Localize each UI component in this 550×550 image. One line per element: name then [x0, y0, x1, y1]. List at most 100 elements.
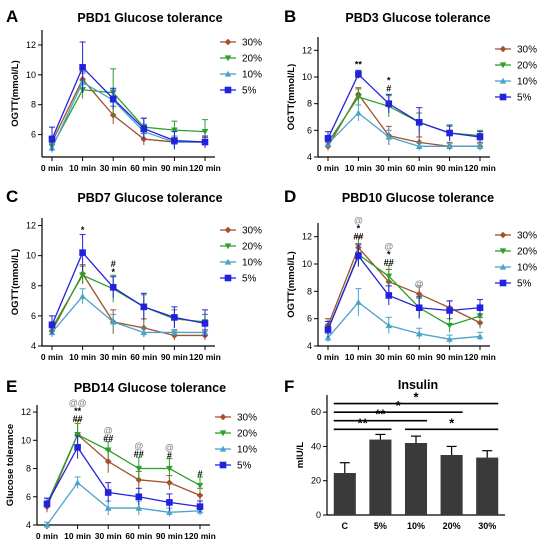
x-tick-label: 30 min: [100, 163, 127, 173]
y-axis-label: OGTT(mmol/L): [286, 251, 297, 318]
legend-marker: [224, 226, 232, 234]
x-tick-label: 10 min: [64, 531, 91, 541]
significance-mark: *: [387, 76, 391, 86]
legend-entry: 10%: [495, 263, 537, 274]
x-tick-label: 120 min: [189, 352, 221, 362]
legend-entry: 30%: [215, 413, 257, 424]
legend-entry: 10%: [220, 70, 262, 81]
data-point: [109, 283, 117, 291]
series-line: [327, 112, 480, 147]
data-point: [385, 133, 393, 140]
significance-mark: @: [415, 279, 424, 289]
significance-mark: *: [111, 267, 115, 277]
data-point: [196, 492, 204, 499]
legend-label: 20%: [517, 247, 537, 258]
y-tick-label: 10: [302, 72, 312, 82]
bar: [333, 473, 356, 515]
data-point: [79, 64, 86, 71]
y-axis-label: OGTT(mmol/L): [10, 249, 21, 316]
significance-label: **: [358, 415, 369, 430]
data-point: [385, 273, 393, 280]
x-tick-label: 30 min: [95, 531, 122, 541]
x-tick-label: 60 min: [406, 163, 433, 173]
data-point: [355, 94, 362, 101]
x-tick-label: 5%: [374, 521, 387, 531]
y-tick-label: 10: [26, 70, 36, 80]
x-tick-label: 0 min: [317, 352, 339, 362]
y-tick-label: 6: [307, 314, 312, 324]
legend-label: 5%: [237, 461, 252, 472]
legend-marker: [224, 274, 232, 282]
x-tick-label: 30 min: [100, 352, 127, 362]
data-point: [79, 249, 86, 256]
legend-label: 30%: [237, 413, 257, 424]
data-point: [385, 292, 393, 299]
x-tick-label: 120 min: [189, 163, 221, 173]
data-point: [166, 508, 173, 515]
series-line: [51, 89, 206, 147]
x-tick-label: C: [342, 521, 349, 531]
data-point: [196, 482, 204, 489]
x-tick-label: 10 min: [69, 352, 96, 362]
legend-entry: 5%: [215, 461, 252, 472]
x-tick-label: 10%: [407, 521, 425, 531]
legend-marker: [224, 55, 232, 62]
legend-label: 5%: [242, 86, 257, 97]
x-tick-label: 30 min: [375, 163, 402, 173]
data-point: [135, 493, 143, 501]
panel-title: PBD7 Glucose tolerance: [77, 191, 222, 205]
data-point: [476, 133, 484, 141]
x-tick-label: 90 min: [436, 163, 463, 173]
y-tick-label: 4: [31, 341, 36, 351]
x-tick-label: 120 min: [464, 163, 496, 173]
data-point: [43, 500, 51, 508]
legend-marker: [499, 263, 507, 270]
panel-title: PBD14 Glucose tolerance: [74, 381, 226, 395]
x-tick-label: 0 min: [36, 531, 58, 541]
significance-mark: #: [167, 451, 172, 461]
data-point: [171, 314, 178, 321]
panel-title: Insulin: [398, 378, 438, 392]
data-point: [415, 304, 423, 312]
data-point: [74, 479, 81, 486]
panel-letter: D: [284, 187, 296, 206]
legend-label: 5%: [517, 93, 532, 104]
y-tick-label: 40: [311, 441, 321, 451]
legend-label: 10%: [242, 258, 262, 269]
legend-label: 20%: [242, 54, 262, 65]
legend-marker: [224, 258, 232, 265]
x-tick-label: 60 min: [125, 531, 152, 541]
y-axis-label: mIU/L: [295, 442, 306, 469]
series-line: [327, 73, 481, 139]
series-5pct: [324, 69, 484, 145]
series-5pct: [48, 234, 209, 337]
series-5pct: [43, 435, 204, 513]
legend-entry: 20%: [220, 242, 262, 253]
significance-mark: @: [165, 443, 174, 453]
series-line: [327, 254, 481, 330]
y-tick-label: 20: [311, 476, 321, 486]
data-point: [201, 138, 209, 146]
panel-title: PBD1 Glucose tolerance: [77, 11, 222, 25]
y-tick-label: 6: [307, 125, 312, 135]
legend-entry: 20%: [215, 429, 257, 440]
series-line: [327, 301, 481, 340]
panel-title: PBD3 Glucose tolerance: [345, 11, 490, 25]
series-5pct: [324, 244, 484, 338]
series-30pct: [324, 236, 484, 333]
x-tick-label: 90 min: [161, 163, 188, 173]
legend-marker: [499, 93, 507, 101]
data-point: [104, 447, 112, 454]
legend-label: 20%: [517, 61, 537, 72]
y-tick-label: 10: [302, 259, 312, 269]
data-point: [43, 521, 51, 528]
significance-label: *: [396, 398, 402, 413]
data-point: [109, 95, 117, 103]
bar: [369, 439, 392, 515]
series-10pct: [43, 476, 204, 528]
x-tick-label: 60 min: [130, 352, 157, 362]
panel-letter: C: [6, 187, 18, 206]
data-point: [166, 465, 173, 472]
